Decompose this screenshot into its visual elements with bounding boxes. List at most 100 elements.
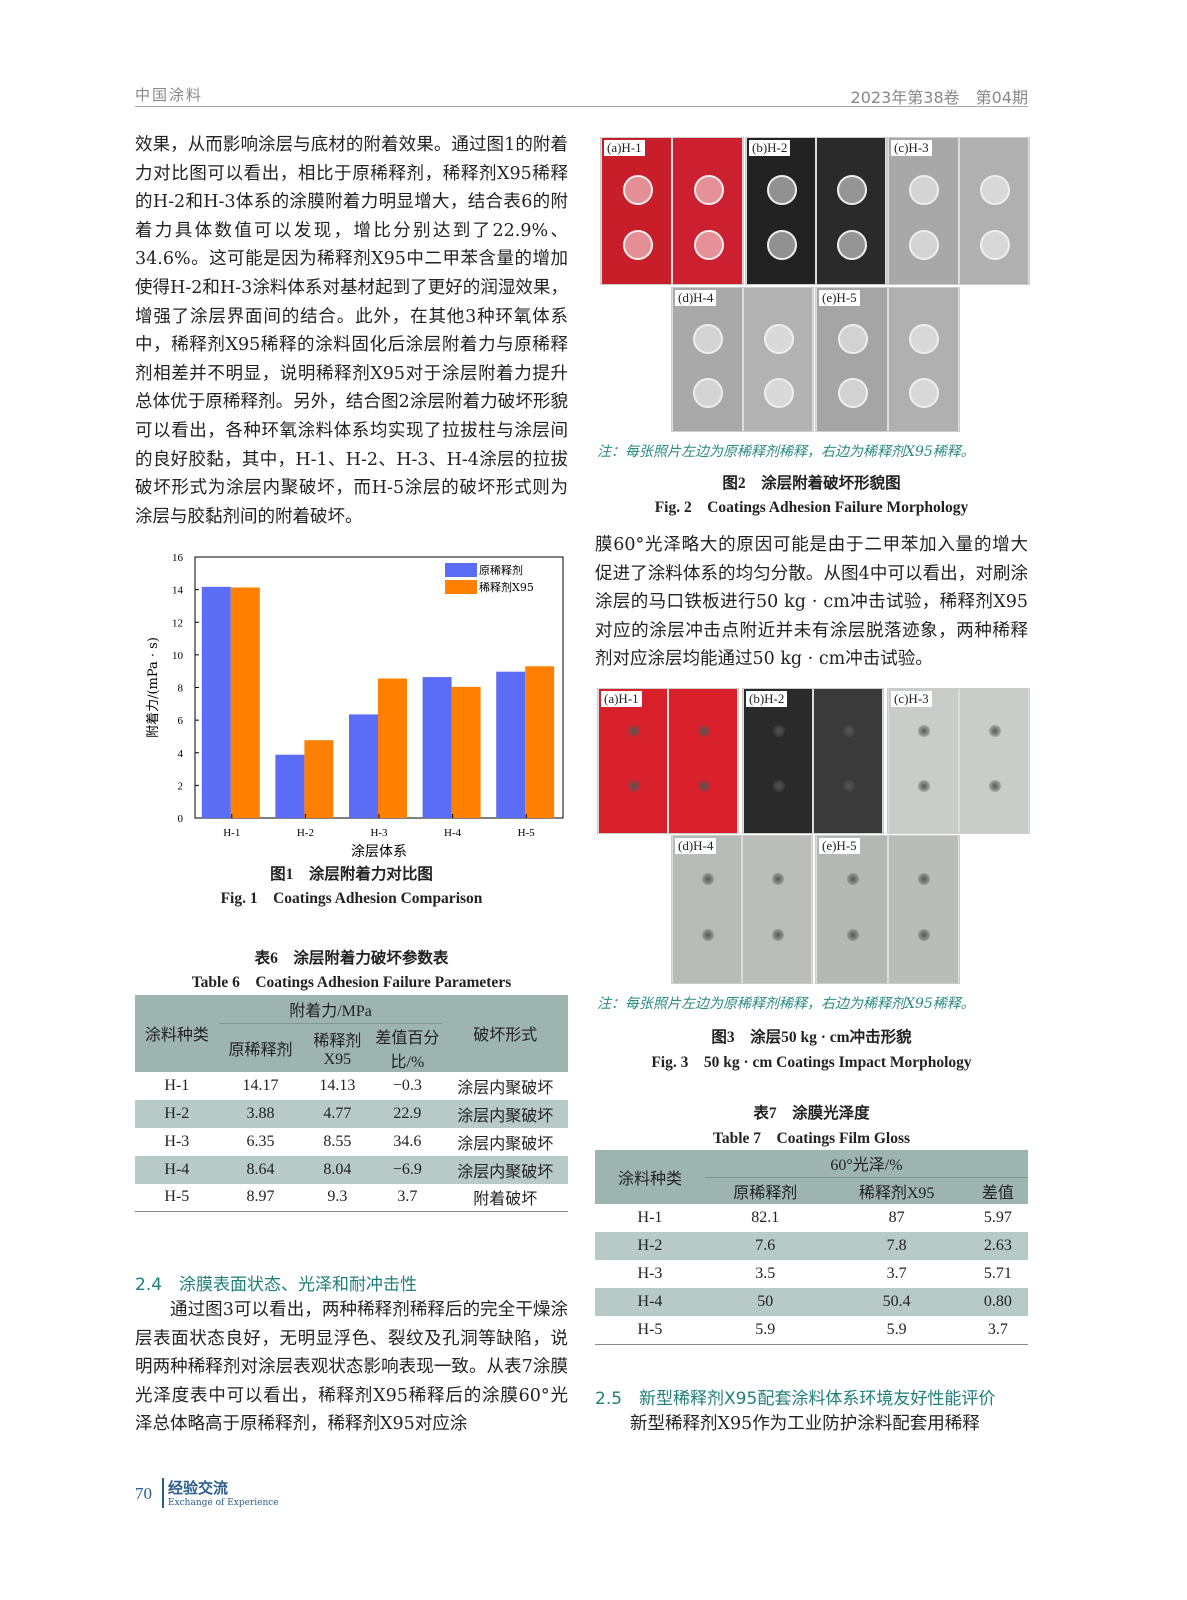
table-cell: 3.7 [886, 1265, 907, 1282]
table-cell: 50.4 [882, 1293, 911, 1310]
dolly-mark [979, 174, 1010, 205]
table-cell: 4.77 [323, 1104, 352, 1122]
table-cell: 6.35 [246, 1132, 275, 1150]
table-cell: 3.5 [755, 1265, 776, 1282]
table-cell: 5.71 [983, 1265, 1012, 1282]
impact-point [918, 928, 931, 941]
dolly-mark [909, 229, 940, 260]
dolly-mark [837, 323, 868, 354]
dolly-mark [837, 229, 867, 260]
dolly-mark [693, 229, 724, 260]
table-cell: 涂层内聚破坏 [457, 1163, 554, 1181]
th-x95: 稀释剂X95 [313, 1032, 362, 1068]
impact-point [628, 725, 640, 737]
fig2-note: 注：每张照片左边为原稀释剂稀释，右边为稀释剂X95稀释。 [597, 444, 975, 460]
dolly-mark [909, 378, 940, 409]
photo-panel: (e)H-5 [815, 287, 960, 432]
table-row: H-1 14.17 14.13 −0.3 涂层内聚破坏 [135, 1072, 568, 1100]
paragraph-text: 膜60°光泽略大的原因可能是由于二甲苯加入量的增大促进了涂料体系的均匀分散。从图… [595, 535, 1028, 670]
table-cell: 附着破坏 [473, 1191, 538, 1209]
table-cell: H-5 [164, 1188, 190, 1206]
legend-swatch [445, 580, 477, 594]
dolly-mark [837, 174, 867, 205]
photo-label: (c)H-3 [891, 691, 932, 707]
photo-label: (e)H-5 [819, 290, 860, 306]
table-cell: 5.97 [983, 1209, 1012, 1226]
issue-info: 2023年第38卷 第04期 [850, 88, 1028, 107]
fig3-caption-cn: 图3 涂层50 kg · cm冲击形貌 [711, 1029, 912, 1046]
coated-plate [888, 288, 958, 431]
table-cell: 7.8 [886, 1237, 907, 1254]
fig2-caption-cn: 图2 涂层附着破坏形貌图 [722, 475, 901, 492]
table-cell: 34.6 [393, 1132, 422, 1150]
dolly-mark [837, 378, 868, 409]
th-type: 涂料种类 [617, 1171, 682, 1188]
table-cell: H-2 [637, 1237, 663, 1254]
table-cell: −0.3 [392, 1076, 422, 1094]
impact-point [698, 725, 710, 737]
dolly-mark [767, 174, 797, 205]
coated-plate [959, 138, 1028, 284]
th-orig: 原稀释剂 [228, 1041, 293, 1059]
coated-plate [669, 689, 737, 833]
coated-plate [602, 138, 671, 284]
dolly-mark [622, 174, 653, 205]
y-tick-label: 2 [178, 780, 184, 792]
table-cell: H-3 [637, 1265, 663, 1282]
adhesion-bar-chart: 0 2 4 6 8 10 12 14 16 H-1 H-2 H-3 H-4 H-5 涂层体系 附着力/(mPa… [145, 552, 564, 860]
table-cell: 14.13 [319, 1076, 356, 1094]
coated-plate [599, 689, 667, 833]
table-cell: H-4 [164, 1160, 190, 1178]
coated-plate [888, 836, 958, 983]
x-tick-label: H-4 [444, 827, 462, 839]
table-cell: 14.17 [242, 1076, 279, 1094]
photo-label: (b)H-2 [749, 140, 791, 156]
coated-plate [959, 689, 1028, 833]
impact-point [918, 779, 931, 792]
th-diff: 差值百分比/% [375, 1029, 440, 1071]
bar-H-4-1 [451, 686, 481, 818]
table-cell: 8.97 [246, 1188, 275, 1206]
th-orig: 原稀释剂 [733, 1184, 798, 1202]
y-tick-label: 14 [172, 585, 184, 597]
photo-label: (d)H-4 [675, 838, 717, 854]
impact-point [702, 872, 714, 885]
bar-H-2-1 [304, 740, 334, 818]
table-cell: H-5 [637, 1320, 663, 1338]
fig2-caption-en: Fig. 2 Coatings Adhesion Failure Morphol… [654, 499, 969, 516]
table-cell: 0.80 [983, 1293, 1012, 1310]
paragraph-text: 通过图3可以看出，两种稀释剂稀释后的完全干燥涂层表面状态良好，无明显浮色、裂纹及… [135, 1300, 568, 1435]
y-tick-label: 10 [172, 650, 184, 662]
fig1-caption-en: Fig. 1 Coatings Adhesion Comparison [220, 890, 483, 907]
legend-label: 稀释剂X95 [479, 580, 534, 594]
footer-section-cn: 经验交流 [168, 1479, 229, 1497]
impact-point [918, 725, 931, 737]
coated-plate [673, 836, 741, 983]
bar-H-5-1 [525, 666, 555, 818]
table-cell: H-3 [164, 1132, 190, 1150]
dolly-mark [979, 229, 1010, 260]
section-2-5-title: 2.5 新型稀释剂X95配套涂料体系环境友好性能评价 [595, 1389, 996, 1409]
impact-point [772, 928, 784, 941]
section-2-4-title: 2.4 涂膜表面状态、光泽和耐冲击性 [135, 1275, 418, 1295]
th-group: 60°光泽/% [705, 1150, 1028, 1178]
left-paragraph: 效果，从而影响涂层与底材的附着效果。通过图1的附着力对比图可以看出，相比于原稀释… [135, 131, 568, 531]
table-cell: −6.9 [392, 1160, 422, 1178]
table7-title-en: Table 7 Coatings Film Gloss [712, 1130, 911, 1147]
dolly-mark [767, 229, 797, 260]
table-cell: 50 [757, 1293, 774, 1310]
x-tick-label: H-2 [297, 827, 314, 839]
coated-plate [743, 836, 811, 983]
dolly-mark [763, 323, 794, 354]
th-type: 涂料种类 [144, 1027, 209, 1045]
table-cell: 5.9 [755, 1320, 776, 1338]
impact-point [988, 779, 1001, 792]
bar-H-3-1 [378, 678, 407, 818]
y-tick-label: 4 [178, 748, 184, 760]
photo-label: (b)H-2 [746, 691, 788, 707]
coated-plate [673, 288, 742, 431]
table-row: H-3 3.5 3.7 5.71 [595, 1260, 1028, 1288]
dolly-mark [909, 174, 940, 205]
page-number: 70 [135, 1484, 152, 1503]
section-2-4-text: 通过图3可以看出，两种稀释剂稀释后的完全干燥涂层表面状态良好，无明显浮色、裂纹及… [135, 1296, 568, 1439]
